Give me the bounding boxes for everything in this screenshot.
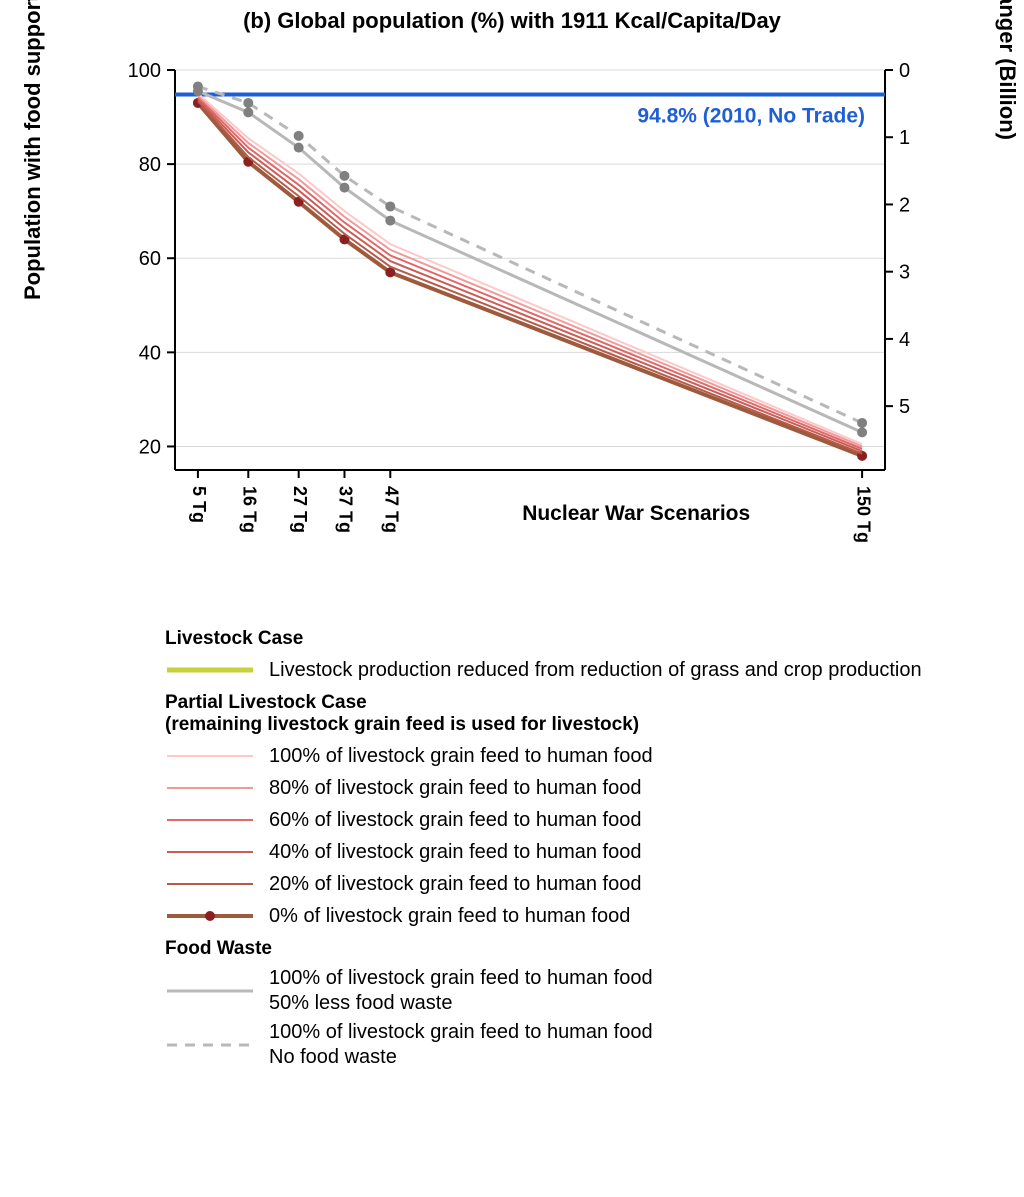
svg-text:5: 5	[899, 396, 910, 418]
svg-text:3: 3	[899, 262, 910, 284]
legend-label: 80% of livestock grain feed to human foo…	[269, 776, 925, 801]
svg-text:2: 2	[899, 194, 910, 216]
y-axis-label-right: Population in Danger (Billion)	[994, 0, 1020, 140]
legend-item-plc: 20% of livestock grain feed to human foo…	[165, 870, 925, 898]
svg-text:5 Tg: 5 Tg	[189, 486, 209, 523]
legend-heading-livestock: Livestock Case	[165, 628, 925, 650]
legend-label: Livestock production reduced from reduct…	[269, 658, 925, 683]
legend-label: 40% of livestock grain feed to human foo…	[269, 840, 925, 865]
chart-title: (b) Global population (%) with 1911 Kcal…	[0, 8, 1024, 34]
svg-text:4: 4	[899, 329, 910, 351]
legend: Livestock Case Livestock production redu…	[165, 620, 925, 1074]
svg-text:150 Tg: 150 Tg	[853, 486, 873, 543]
svg-text:27 Tg: 27 Tg	[290, 486, 310, 533]
legend-swatch	[165, 779, 255, 797]
svg-text:0: 0	[899, 60, 910, 82]
legend-label: 100% of livestock grain feed to human fo…	[269, 744, 925, 769]
chart-area: 20 40 60 80 100 0 1 2 3 4 5 5 Tg 16 Tg 27 Tg 37 Tg 47 T…	[60, 50, 960, 530]
svg-text:37 Tg: 37 Tg	[336, 486, 356, 533]
legend-swatch	[165, 843, 255, 861]
legend-swatch	[165, 1036, 255, 1054]
chart-svg: 20 40 60 80 100 0 1 2 3 4 5 5 Tg 16 Tg 27 Tg 37 Tg 47 T…	[60, 50, 960, 600]
legend-item-livestock: Livestock production reduced from reduct…	[165, 656, 925, 684]
legend-swatch	[165, 747, 255, 765]
legend-label: 60% of livestock grain feed to human foo…	[269, 808, 925, 833]
legend-swatch	[165, 875, 255, 893]
svg-text:80: 80	[139, 154, 161, 176]
legend-item-fw: 100% of livestock grain feed to human fo…	[165, 966, 925, 1016]
legend-item-plc: 0% of livestock grain feed to human food	[165, 902, 925, 930]
legend-item-plc: 60% of livestock grain feed to human foo…	[165, 806, 925, 834]
svg-text:16 Tg: 16 Tg	[240, 486, 260, 533]
legend-heading-plc: Partial Livestock Case (remaining livest…	[165, 692, 925, 736]
svg-text:20: 20	[139, 436, 161, 458]
legend-item-plc: 100% of livestock grain feed to human fo…	[165, 742, 925, 770]
svg-text:94.8% (2010, No Trade): 94.8% (2010, No Trade)	[637, 104, 865, 127]
legend-label: 100% of livestock grain feed to human fo…	[269, 966, 925, 1016]
svg-text:Nuclear War Scenarios: Nuclear War Scenarios	[522, 502, 750, 525]
legend-swatch	[165, 982, 255, 1000]
svg-text:47 Tg: 47 Tg	[382, 486, 402, 533]
svg-text:100: 100	[128, 60, 161, 82]
legend-heading-fw: Food Waste	[165, 938, 925, 960]
legend-item-fw: 100% of livestock grain feed to human fo…	[165, 1020, 925, 1070]
legend-item-plc: 40% of livestock grain feed to human foo…	[165, 838, 925, 866]
y-axis-label-left: Population with food support (%)	[20, 0, 46, 300]
legend-label: 100% of livestock grain feed to human fo…	[269, 1020, 925, 1070]
svg-text:1: 1	[899, 127, 910, 149]
legend-swatch	[165, 907, 255, 925]
legend-item-plc: 80% of livestock grain feed to human foo…	[165, 774, 925, 802]
legend-swatch	[165, 661, 255, 679]
legend-swatch	[165, 811, 255, 829]
svg-text:40: 40	[139, 342, 161, 364]
legend-label: 0% of livestock grain feed to human food	[269, 904, 925, 929]
svg-text:60: 60	[139, 248, 161, 270]
legend-label: 20% of livestock grain feed to human foo…	[269, 872, 925, 897]
